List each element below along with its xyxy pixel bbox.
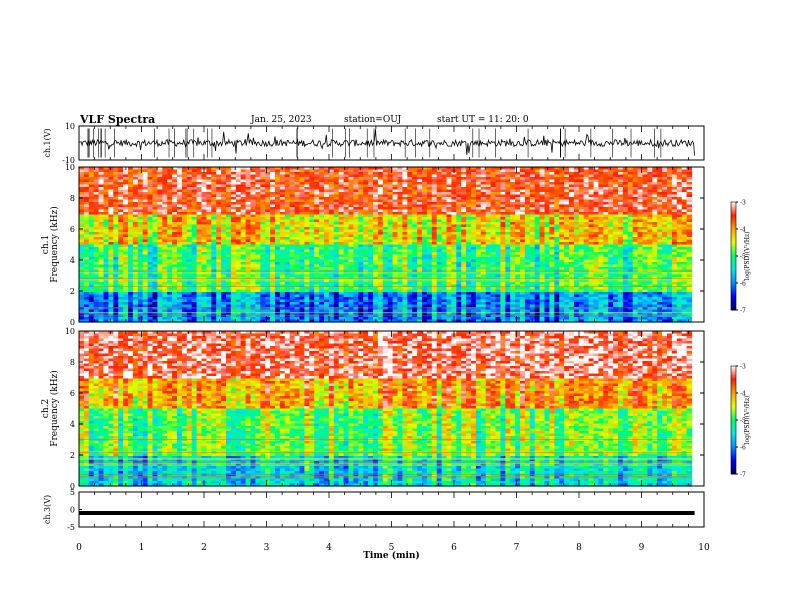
x-tick-label: 3	[264, 543, 270, 553]
x-axis-label: Time (min)	[363, 550, 420, 561]
y-axis-label: ch.1	[41, 235, 51, 254]
figure-title: VLF Spectra	[80, 113, 156, 126]
y-tick-label: 10	[65, 327, 75, 336]
colorbar-label: log(PSD)(V²/Hz)	[744, 232, 751, 281]
colorbar-tick-label: -3	[740, 364, 746, 371]
y-tick-label: 5	[70, 488, 75, 497]
y-axis-label: ch.2	[41, 399, 51, 418]
colorbar-tick-label: -7	[740, 472, 746, 479]
colorbar-ch2	[731, 366, 736, 475]
date-label: Jan. 25, 2023	[251, 115, 312, 125]
x-tick-label: 1	[139, 543, 145, 553]
colorbar-tick-label: -4	[740, 391, 746, 398]
x-tick-label: 8	[576, 543, 582, 553]
colorbar-label: log(PSD)(V²/Hz)	[744, 396, 751, 445]
y-tick-label: 4	[70, 256, 75, 265]
ch1-waveform-line	[78, 129, 695, 156]
x-tick-label: 0	[76, 543, 82, 553]
x-tick-label: 6	[451, 543, 457, 553]
y-tick-label: 6	[70, 225, 75, 234]
y-tick-label: -5	[67, 523, 75, 532]
y-tick-label: 0	[70, 506, 75, 515]
colorbar-tick-label: -5	[740, 418, 746, 425]
colorbar-tick-label: -6	[740, 281, 746, 288]
start-time-label: start UT = 11: 20: 0	[437, 115, 529, 125]
station-label: station=OUJ	[344, 115, 402, 125]
y-tick-label: 4	[70, 420, 75, 429]
colorbar-ch1	[731, 202, 736, 311]
x-tick-label: 5	[389, 543, 395, 553]
colorbar-tick-label: -3	[740, 200, 746, 207]
x-tick-label: 7	[514, 543, 520, 553]
y-tick-label: 8	[70, 358, 75, 367]
y-axis-label: ch.1(V)	[43, 128, 52, 157]
y-tick-label: 6	[70, 389, 75, 398]
y-axis-label: ch.3(V)	[43, 495, 52, 524]
spectrogram-image-ch1	[79, 167, 693, 323]
y-tick-label: 2	[70, 451, 75, 460]
y-tick-label: 10	[65, 122, 75, 131]
colorbar-tick-label: -6	[740, 445, 746, 452]
colorbar-tick-label: -4	[740, 227, 746, 234]
colorbar-tick-label: -5	[740, 254, 746, 261]
y-tick-label: 10	[65, 163, 75, 172]
y-tick-label: -10	[62, 156, 75, 165]
x-tick-label: 9	[639, 543, 645, 553]
x-tick-label: 4	[326, 543, 332, 553]
y-axis-label: Frequency (kHz)	[49, 370, 60, 447]
x-tick-label: 10	[698, 543, 710, 553]
y-tick-label: 2	[70, 287, 75, 296]
y-tick-label: 0	[70, 482, 75, 491]
colorbar-tick-label: -7	[740, 308, 746, 315]
x-tick-label: 2	[201, 543, 207, 553]
spectrogram-image-ch2	[79, 331, 693, 487]
y-axis-label: Frequency (kHz)	[49, 206, 60, 283]
y-tick-label: 0	[70, 318, 75, 327]
y-tick-label: 8	[70, 194, 75, 203]
